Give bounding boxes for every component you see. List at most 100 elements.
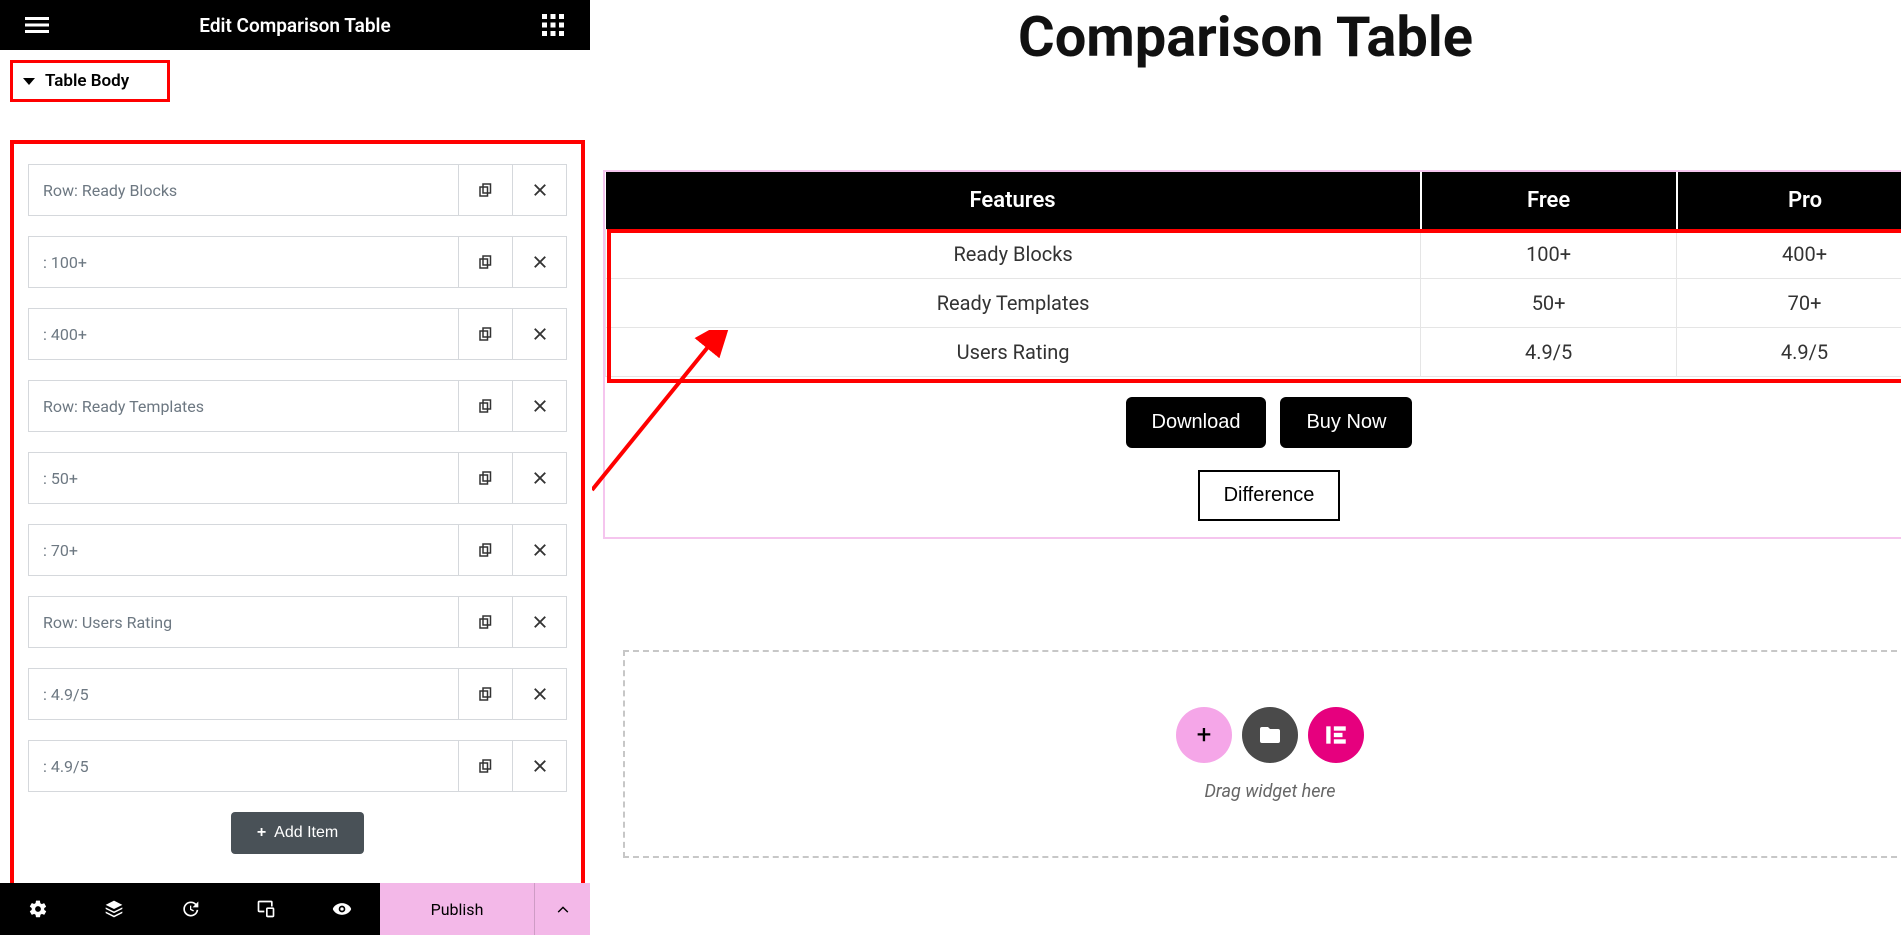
close-icon [531, 541, 549, 559]
comparison-table-widget[interactable]: FeaturesFreePro Ready Blocks100+400+Read… [603, 170, 1901, 539]
close-icon [531, 613, 549, 631]
buy-now-button[interactable]: Buy Now [1280, 397, 1412, 448]
table-cell: 100+ [1421, 230, 1677, 279]
publish-label: Publish [431, 900, 484, 919]
add-item-button[interactable]: + Add Item [231, 812, 364, 854]
repeater-item[interactable]: : 4.9/5 [28, 740, 567, 792]
navigator-icon[interactable] [76, 883, 152, 935]
close-icon [531, 685, 549, 703]
table-row: Ready Blocks100+400+ [606, 230, 1901, 279]
duplicate-button[interactable] [458, 597, 512, 647]
duplicate-button[interactable] [458, 741, 512, 791]
repeater-item-label: Row: Users Rating [29, 597, 458, 647]
remove-button[interactable] [512, 669, 566, 719]
action-buttons-row: Download Buy Now [605, 397, 1901, 448]
repeater-item-label: : 50+ [29, 453, 458, 503]
drop-zone[interactable]: + Drag widget here [623, 650, 1901, 858]
difference-row: Difference [605, 470, 1901, 521]
duplicate-button[interactable] [458, 381, 512, 431]
repeater-item[interactable]: : 50+ [28, 452, 567, 504]
template-library-button[interactable] [1242, 707, 1298, 763]
widgets-grid-icon[interactable] [541, 13, 565, 37]
remove-button[interactable] [512, 453, 566, 503]
publish-options-button[interactable] [534, 883, 590, 935]
remove-button[interactable] [512, 741, 566, 791]
section-label: Table Body [45, 71, 129, 91]
elementskit-button[interactable] [1308, 707, 1364, 763]
comparison-table: FeaturesFreePro Ready Blocks100+400+Read… [605, 172, 1901, 377]
repeater-item[interactable]: Row: Ready Blocks [28, 164, 567, 216]
remove-button[interactable] [512, 309, 566, 359]
table-cell: 70+ [1677, 279, 1901, 328]
table-cell: Ready Templates [606, 279, 1421, 328]
repeater-item[interactable]: : 4.9/5 [28, 668, 567, 720]
menu-icon[interactable] [25, 13, 49, 37]
repeater-item-label: Row: Ready Templates [29, 381, 458, 431]
remove-button[interactable] [512, 381, 566, 431]
copy-icon [477, 253, 495, 271]
difference-button[interactable]: Difference [1198, 470, 1341, 521]
table-cell: 4.9/5 [1421, 328, 1677, 377]
section-toggle[interactable]: Table Body [10, 60, 170, 102]
table-cell: 50+ [1421, 279, 1677, 328]
add-item-label: Add Item [274, 824, 338, 841]
table-row: Ready Templates50+70+ [606, 279, 1901, 328]
repeater-item[interactable]: : 400+ [28, 308, 567, 360]
repeater-item[interactable]: Row: Ready Templates [28, 380, 567, 432]
remove-button[interactable] [512, 525, 566, 575]
responsive-icon[interactable] [228, 883, 304, 935]
repeater-item-label: Row: Ready Blocks [29, 165, 458, 215]
repeater-item-label: : 70+ [29, 525, 458, 575]
plus-icon: + [257, 824, 266, 841]
panel-title: Edit Comparison Table [49, 14, 541, 37]
copy-icon [477, 685, 495, 703]
table-cell: 4.9/5 [1677, 328, 1901, 377]
copy-icon [477, 541, 495, 559]
settings-icon[interactable] [0, 883, 76, 935]
page-title: Comparison Table [590, 4, 1901, 70]
table-row: Users Rating4.9/54.9/5 [606, 328, 1901, 377]
remove-button[interactable] [512, 597, 566, 647]
duplicate-button[interactable] [458, 453, 512, 503]
history-icon[interactable] [152, 883, 228, 935]
close-icon [531, 181, 549, 199]
items-container: Row: Ready Blocks : 100+ : 400+ Row: Ready … [10, 140, 585, 900]
publish-button[interactable]: Publish [380, 883, 534, 935]
download-button[interactable]: Download [1126, 397, 1267, 448]
duplicate-button[interactable] [458, 309, 512, 359]
remove-button[interactable] [512, 237, 566, 287]
add-section-button[interactable]: + [1176, 707, 1232, 763]
table-header: Features [606, 172, 1421, 230]
duplicate-button[interactable] [458, 525, 512, 575]
repeater-item[interactable]: : 100+ [28, 236, 567, 288]
drop-zone-label: Drag widget here [1204, 781, 1335, 802]
copy-icon [477, 181, 495, 199]
table-cell: Ready Blocks [606, 230, 1421, 279]
duplicate-button[interactable] [458, 165, 512, 215]
panel-header: Edit Comparison Table [0, 0, 590, 50]
remove-button[interactable] [512, 165, 566, 215]
repeater-item[interactable]: : 70+ [28, 524, 567, 576]
table-header: Free [1421, 172, 1677, 230]
duplicate-button[interactable] [458, 237, 512, 287]
repeater-item-label: : 4.9/5 [29, 741, 458, 791]
close-icon [531, 253, 549, 271]
drop-zone-buttons: + [1176, 707, 1364, 763]
close-icon [531, 757, 549, 775]
copy-icon [477, 469, 495, 487]
elementskit-icon [1323, 722, 1349, 748]
repeater-item-label: : 100+ [29, 237, 458, 287]
table-cell: 400+ [1677, 230, 1901, 279]
close-icon [531, 325, 549, 343]
folder-icon [1258, 723, 1282, 747]
duplicate-button[interactable] [458, 669, 512, 719]
table-cell: Users Rating [606, 328, 1421, 377]
preview-icon[interactable] [304, 883, 380, 935]
editor-panel: Edit Comparison Table Table Body Row: Re… [0, 0, 590, 935]
plus-icon: + [1197, 720, 1212, 750]
close-icon [531, 397, 549, 415]
repeater-item[interactable]: Row: Users Rating [28, 596, 567, 648]
repeater-item-label: : 4.9/5 [29, 669, 458, 719]
copy-icon [477, 757, 495, 775]
copy-icon [477, 613, 495, 631]
